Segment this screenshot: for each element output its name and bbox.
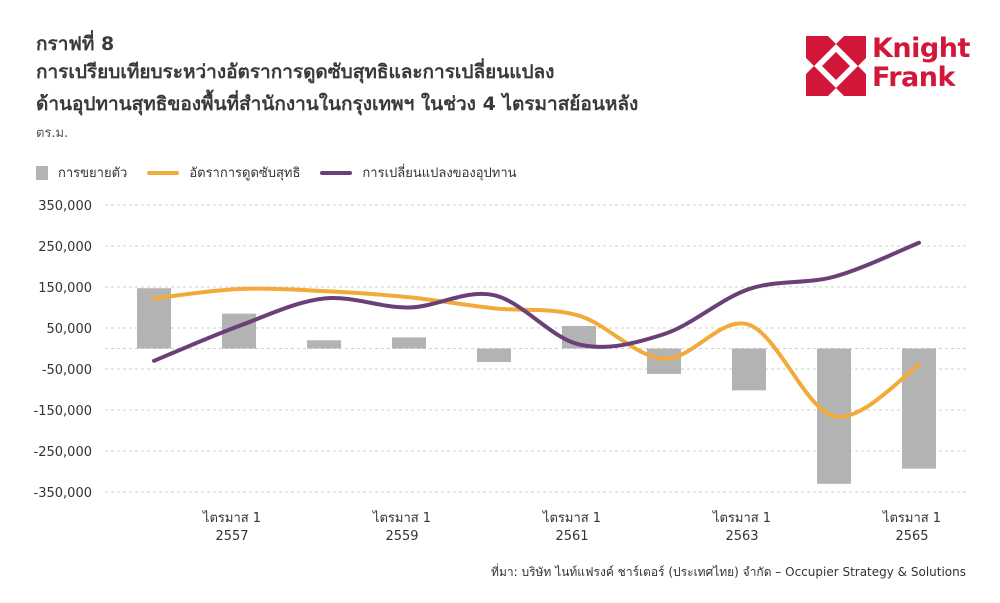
x-tick-label: ไตรมาส 1 bbox=[882, 510, 941, 526]
legend: การขยายตัว อัตราการดูดซับสุทธิ การเปลี่ย… bbox=[36, 162, 537, 183]
legend-swatch-bar bbox=[36, 165, 48, 180]
legend-item-supply: การเปลี่ยนแปลงของอุปทาน bbox=[320, 162, 517, 183]
source-note: ที่มา: บริษัท ไนท์แฟรงค์ ชาร์เตอร์ (ประเ… bbox=[491, 565, 966, 579]
bar bbox=[732, 348, 766, 391]
y-tick-label: -350,000 bbox=[34, 486, 92, 501]
logo-diamond-icon bbox=[806, 36, 866, 96]
x-tick-year: 2565 bbox=[895, 529, 928, 544]
y-axis-ticks: 350,000 250,000 150,000 50,000 -50,000 -150,0… bbox=[34, 199, 92, 501]
legend-item-bar: การขยายตัว bbox=[36, 162, 127, 183]
x-axis-ticks: ไตรมาส 1 2557 ไตรมาส 1 2559 ไตรมาส 1 2561 ไตรม… bbox=[202, 510, 941, 544]
title-block: กราฟที่ 8 การเปรียบเทียบระหว่างอัตราการด… bbox=[36, 32, 638, 143]
legend-swatch-absorption bbox=[147, 170, 180, 175]
legend-label: การขยายตัว bbox=[58, 166, 128, 181]
x-tick-label: ไตรมาส 1 bbox=[542, 510, 601, 526]
bar bbox=[392, 337, 426, 349]
knight-frank-logo: Knight Frank bbox=[806, 34, 976, 98]
y-tick-label: -150,000 bbox=[34, 404, 92, 419]
legend-label: การเปลี่ยนแปลงของอุปทาน bbox=[362, 166, 517, 181]
supply-change-line bbox=[152, 240, 921, 363]
bar bbox=[647, 348, 681, 374]
x-tick-label: ไตรมาส 1 bbox=[372, 510, 431, 526]
x-tick-year: 2559 bbox=[385, 529, 418, 544]
x-tick-label: ไตรมาส 1 bbox=[202, 510, 261, 526]
y-tick-label: -250,000 bbox=[34, 445, 92, 460]
y-tick-label: -50,000 bbox=[42, 363, 92, 378]
legend-item-absorption: อัตราการดูดซับสุทธิ bbox=[147, 162, 300, 183]
logo-line-1: Knight bbox=[872, 33, 970, 64]
bar bbox=[477, 348, 511, 363]
y-tick-label: 150,000 bbox=[38, 281, 92, 296]
y-tick-label: 250,000 bbox=[38, 240, 92, 255]
x-tick-year: 2557 bbox=[215, 529, 248, 544]
chart-title-line-2: ด้านอุปทานสุทธิของพื้นที่สำนักงานในกรุงเ… bbox=[36, 93, 639, 115]
figure-number: กราฟที่ 8 bbox=[36, 33, 115, 55]
y-tick-label: 50,000 bbox=[47, 322, 93, 337]
y-tick-label: 350,000 bbox=[38, 199, 92, 214]
x-tick-label: ไตรมาส 1 bbox=[712, 510, 771, 526]
legend-label: อัตราการดูดซับสุทธิ bbox=[189, 166, 301, 181]
bar bbox=[902, 348, 936, 469]
unit-label: ตร.ม. bbox=[36, 126, 69, 141]
legend-swatch-supply bbox=[320, 170, 353, 175]
x-tick-year: 2563 bbox=[725, 529, 758, 544]
chart-title-line-1: การเปรียบเทียบระหว่างอัตราการดูดซับสุทธิ… bbox=[36, 61, 555, 83]
logo-wordmark: Knight Frank bbox=[872, 34, 970, 92]
absorption-line bbox=[152, 286, 921, 419]
logo-line-2: Frank bbox=[872, 62, 955, 93]
bar bbox=[307, 340, 341, 349]
x-tick-year: 2561 bbox=[555, 529, 588, 544]
line-layer bbox=[152, 240, 921, 419]
